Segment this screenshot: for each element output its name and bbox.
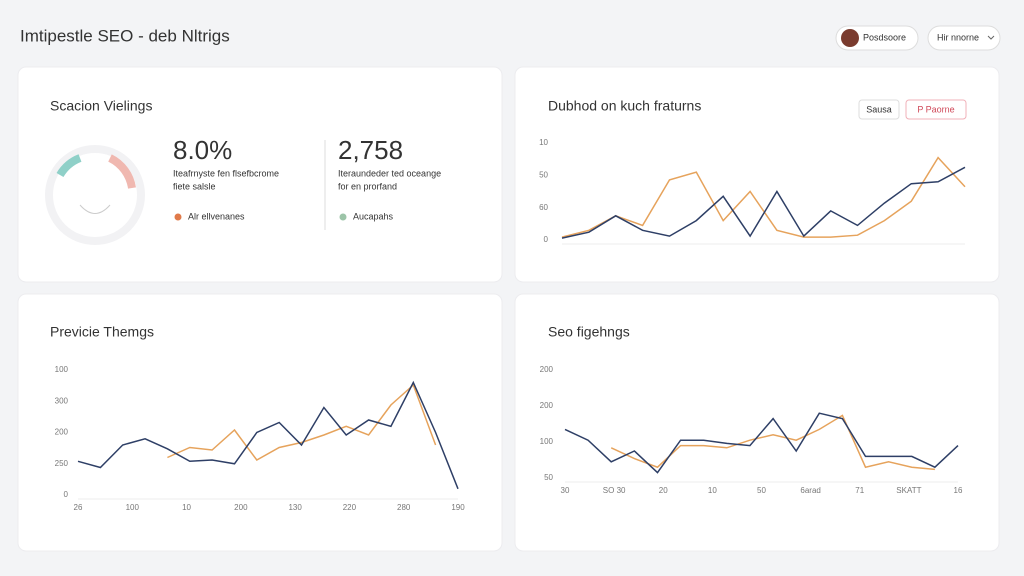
line-series — [167, 383, 437, 461]
y-tick-label: 250 — [55, 459, 69, 468]
y-tick-label: 10 — [539, 138, 548, 147]
y-tick-label: 0 — [544, 235, 549, 244]
card — [514, 293, 1000, 552]
y-tick-label: 50 — [544, 473, 553, 482]
line-series — [564, 412, 959, 474]
legend-dot — [339, 213, 347, 221]
y-tick-label: 200 — [540, 365, 554, 374]
x-tick-label: 6arad — [800, 486, 820, 495]
gauge-needle — [79, 204, 111, 214]
card-title: Seo figehngs — [548, 324, 630, 340]
y-tick-label: 0 — [64, 490, 69, 499]
card — [17, 66, 503, 283]
metric-description: Iteafrnyste fen flsefbcrome — [173, 168, 279, 178]
filter-button[interactable] — [905, 99, 967, 120]
dropdown-arrow — [987, 35, 995, 40]
metric-description: fiete salsle — [173, 181, 216, 191]
page-title: Imtipestle SEO - deb Nltrigs — [20, 26, 230, 45]
x-tick-label: 10 — [708, 486, 717, 495]
y-tick-label: 200 — [55, 428, 69, 437]
line-series — [77, 380, 459, 490]
x-tick-label: 130 — [288, 503, 302, 512]
y-tick-label: 100 — [540, 437, 554, 446]
line-series — [561, 166, 966, 239]
x-tick-label: 20 — [659, 486, 668, 495]
metric-value: 8.0% — [173, 135, 232, 165]
card-title: Dubhod on kuch fraturns — [548, 98, 701, 114]
filter-label: P Paorne — [917, 104, 954, 114]
gauge-arc — [108, 154, 136, 189]
legend-label: Aucapahs — [353, 211, 394, 221]
y-tick-label: 50 — [539, 170, 548, 179]
dropdown-label: Hir nnorne — [937, 32, 979, 42]
card — [17, 293, 503, 552]
legend-label: Alr ellvenanes — [188, 211, 245, 221]
metric-description: for en prorfand — [338, 181, 397, 191]
x-tick-label: 200 — [234, 503, 248, 512]
filter-button[interactable] — [858, 99, 900, 120]
y-tick-label: 60 — [539, 203, 548, 212]
metric-description: Iteraundeder ted oceange — [338, 168, 441, 178]
filter-label: Sausa — [866, 104, 892, 114]
x-tick-label: 10 — [182, 503, 191, 512]
gauge-track — [45, 145, 145, 245]
dropdown[interactable] — [927, 25, 1001, 51]
x-tick-label: 30 — [561, 486, 570, 495]
x-tick-label: SO 30 — [603, 486, 626, 495]
card-title: Scacion Vielings — [50, 98, 152, 114]
x-tick-label: SKATT — [896, 486, 921, 495]
x-tick-label: 50 — [757, 486, 766, 495]
card-title: Previcie Themgs — [50, 324, 154, 340]
metric-value: 2,758 — [338, 135, 403, 165]
x-tick-label: 26 — [74, 503, 83, 512]
x-tick-label: 220 — [343, 503, 357, 512]
y-tick-label: 200 — [540, 401, 554, 410]
line-series — [561, 156, 966, 238]
avatar — [841, 29, 859, 47]
y-tick-label: 100 — [55, 365, 69, 374]
x-tick-label: 100 — [126, 503, 140, 512]
x-tick-label: 190 — [451, 503, 465, 512]
y-tick-label: 300 — [55, 396, 69, 405]
x-tick-label: 280 — [397, 503, 411, 512]
gauge-arc — [56, 154, 82, 178]
line-series — [610, 414, 935, 471]
user-name: Posdsoore — [863, 32, 906, 42]
x-tick-label: 71 — [855, 486, 864, 495]
legend-dot — [174, 213, 182, 221]
x-tick-label: 16 — [954, 486, 963, 495]
card — [514, 66, 1000, 283]
